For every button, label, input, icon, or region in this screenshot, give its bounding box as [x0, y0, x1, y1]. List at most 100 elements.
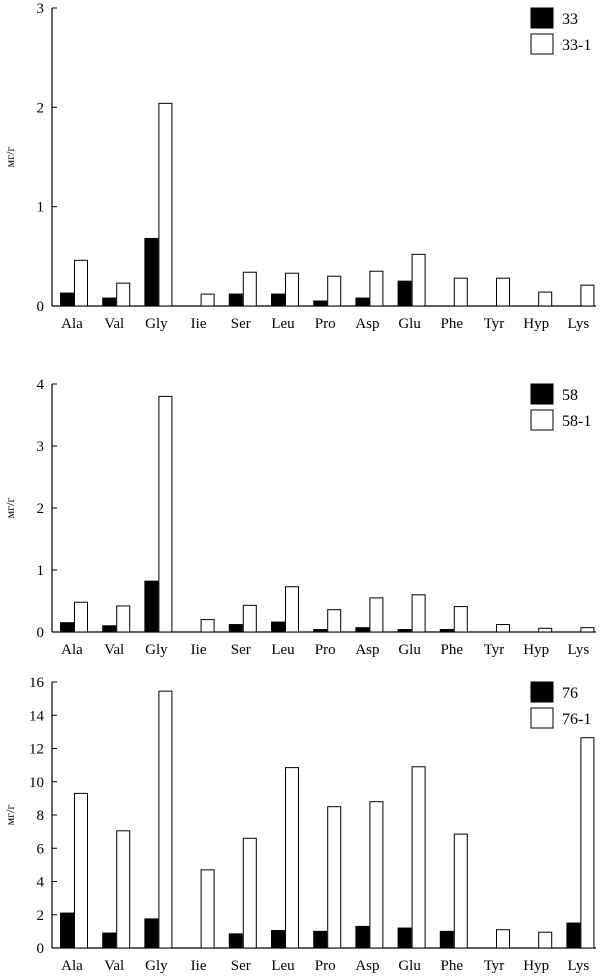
- y-tick-label: 1: [37, 200, 45, 216]
- bar-58-1-asp: [369, 597, 384, 633]
- bar-58-1-val: [116, 605, 131, 633]
- y-tick-label: 8: [37, 808, 45, 824]
- bar-33-1-lys: [580, 284, 595, 307]
- y-tick-label: 3: [37, 439, 45, 455]
- category-label: Val: [104, 642, 124, 658]
- category-label: Iie: [191, 642, 207, 658]
- category-label: Pro: [315, 958, 336, 974]
- category-label: Phe: [441, 642, 464, 658]
- bar-58-1-tyr: [496, 624, 510, 633]
- bar-76-phe: [439, 930, 454, 949]
- bar-76-ser: [228, 933, 243, 949]
- bar-33-1-gly: [158, 102, 173, 307]
- legend-swatch-33: [530, 7, 554, 29]
- bar-76-1-pro: [327, 806, 342, 949]
- bar-76-1-tyr: [496, 929, 510, 949]
- category-label: Hyp: [523, 958, 549, 974]
- category-label: Ser: [231, 642, 251, 658]
- y-axis-label: мг/г: [3, 147, 17, 168]
- bar-58-1-leu: [285, 586, 299, 633]
- bar-33-1-leu: [285, 272, 299, 307]
- legend-swatch-58: [530, 383, 554, 405]
- legend-label-58-1: 58-1: [562, 413, 591, 430]
- chart-panel-1: 0 1 2 3 мг/г Ala Val Gly Iie Ser Leu Pro Asp Glu Phe Ty…: [3, 1, 596, 332]
- category-label: Ser: [231, 958, 251, 974]
- y-tick-label: 6: [37, 841, 45, 857]
- bar-76-leu: [271, 930, 285, 949]
- category-label: Tyr: [484, 316, 505, 332]
- bar-33-1-val: [116, 282, 131, 307]
- y-tick-label: 0: [37, 941, 45, 957]
- bar-58-1-lys: [580, 627, 595, 633]
- bar-76-1-val: [116, 830, 131, 949]
- bar-76-1-ser: [242, 837, 257, 949]
- bar-76-1-glu: [411, 766, 426, 949]
- bar-33-val: [102, 297, 117, 307]
- category-label: Val: [104, 958, 124, 974]
- category-label: Hyp: [523, 642, 549, 658]
- category-label: Ala: [61, 642, 83, 658]
- legend-label-33-1: 33-1: [562, 37, 591, 54]
- y-tick-label: 0: [37, 299, 45, 315]
- legend-swatch-58-1: [530, 409, 554, 431]
- y-tick-label: 2: [37, 501, 45, 517]
- category-label: Phe: [441, 958, 464, 974]
- bar-33-ala: [60, 292, 74, 307]
- bar-58-glu: [397, 629, 412, 633]
- legend-label-33: 33: [562, 11, 578, 28]
- category-label: Pro: [315, 316, 336, 332]
- y-tick-label: 4: [37, 377, 45, 393]
- category-label: Ala: [61, 958, 83, 974]
- y-tick-label: 4: [37, 875, 45, 891]
- bar-58-1-glu: [411, 594, 426, 633]
- category-label: Tyr: [484, 958, 505, 974]
- y-tick-label: 16: [29, 675, 45, 691]
- bar-33-leu: [271, 293, 285, 307]
- bar-33-ser: [228, 293, 243, 307]
- bar-58-1-iie: [200, 619, 215, 633]
- y-tick-label: 2: [37, 100, 45, 116]
- bar-58-1-phe: [453, 606, 468, 633]
- bar-33-pro: [313, 300, 328, 307]
- bar-76-val: [102, 932, 117, 949]
- bar-58-ala: [60, 622, 74, 633]
- bar-33-1-hyp: [538, 291, 553, 307]
- bar-33-1-glu: [411, 253, 426, 307]
- y-tick-label: 3: [37, 1, 45, 17]
- category-label: Lys: [568, 958, 590, 974]
- bar-76-1-lys: [580, 737, 595, 949]
- bar-58-gly: [144, 580, 159, 633]
- category-label: Gly: [145, 642, 168, 658]
- bar-33-1-ser: [242, 271, 257, 307]
- legend-swatch-76-1: [530, 707, 554, 729]
- bar-33-1-asp: [369, 270, 384, 307]
- y-tick-label: 2: [37, 908, 45, 924]
- bar-76-ala: [60, 912, 74, 949]
- y-axis-label: мг/г: [3, 498, 17, 519]
- category-label: Asp: [355, 642, 379, 658]
- bar-33-gly: [144, 237, 159, 307]
- bar-76-1-leu: [285, 767, 299, 949]
- bar-58-1-hyp: [538, 627, 553, 633]
- bar-76-1-hyp: [538, 931, 553, 949]
- legend-label-58: 58: [562, 387, 578, 404]
- category-label: Iie: [191, 958, 207, 974]
- bar-76-asp: [355, 925, 370, 949]
- bar-58-1-ala: [74, 601, 88, 633]
- y-axis-label: мг/г: [3, 805, 17, 826]
- category-label: Gly: [145, 316, 168, 332]
- category-label: Tyr: [484, 642, 505, 658]
- bar-76-glu: [397, 927, 412, 949]
- bar-58-pro: [313, 629, 328, 633]
- bar-33-1-ala: [74, 259, 88, 307]
- bar-76-1-ala: [74, 792, 88, 949]
- bar-76-1-asp: [369, 801, 384, 949]
- category-label: Leu: [271, 958, 295, 974]
- bar-76-1-gly: [158, 690, 173, 949]
- bar-58-asp: [355, 627, 370, 633]
- bar-76-lys: [566, 922, 581, 949]
- y-tick-label: 1: [37, 563, 45, 579]
- category-label: Leu: [271, 642, 295, 658]
- bar-33-1-phe: [453, 277, 468, 307]
